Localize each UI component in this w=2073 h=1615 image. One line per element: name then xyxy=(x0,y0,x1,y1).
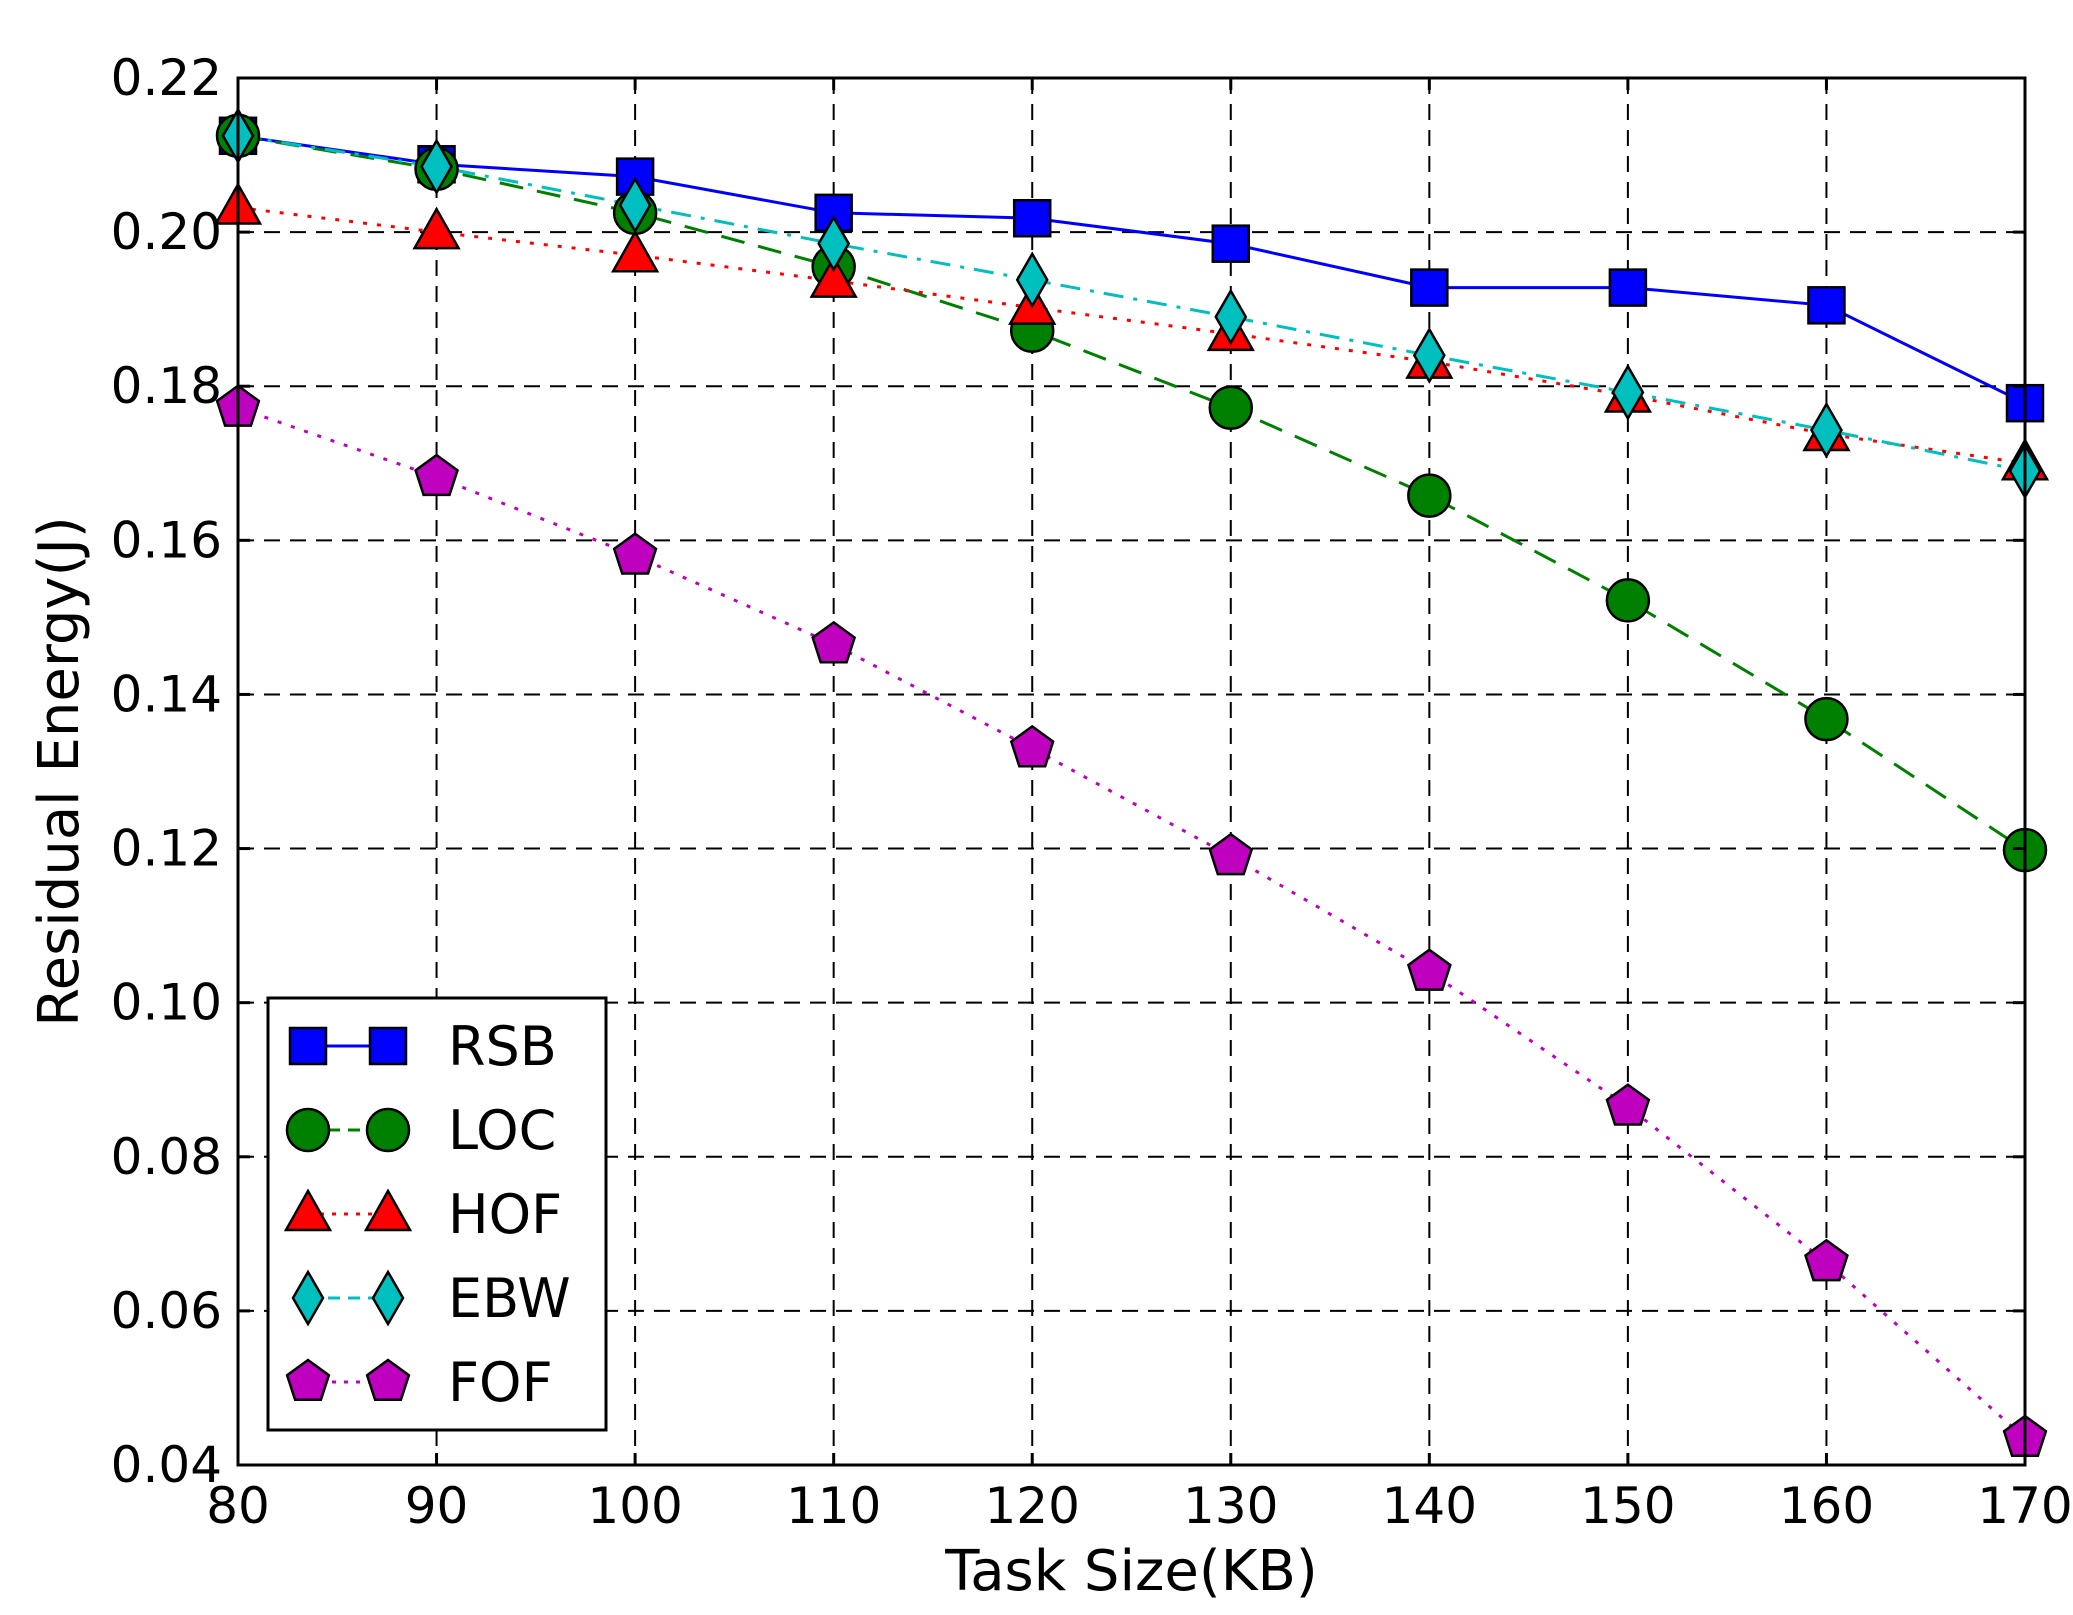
legend-marker-rsb xyxy=(368,1026,408,1066)
legend-label-ebw: EBW xyxy=(448,1267,571,1330)
data-point-ebw xyxy=(1214,288,1248,346)
x-tick-label: 100 xyxy=(587,1477,682,1535)
x-tick-label: 90 xyxy=(405,1477,469,1535)
x-axis-title: Task Size(KB) xyxy=(944,1539,1317,1604)
x-tick-label: 120 xyxy=(985,1477,1080,1535)
data-point-rsb xyxy=(1410,268,1449,307)
legend-marker-loc xyxy=(365,1107,411,1153)
y-tick-label: 0.08 xyxy=(111,1128,222,1186)
data-point-ebw xyxy=(1810,401,1843,459)
series-line-loc xyxy=(237,134,2026,852)
y-tick-label: 0.14 xyxy=(111,665,222,723)
data-point-rsb xyxy=(1211,224,1251,263)
legend-marker-ebw xyxy=(291,1269,325,1327)
legend-label-rsb: RSB xyxy=(448,1015,557,1078)
data-point-fof xyxy=(1605,1083,1651,1126)
y-tick-label: 0.22 xyxy=(111,49,222,107)
legend-marker-loc xyxy=(285,1107,331,1153)
data-point-fof xyxy=(1406,948,1452,991)
data-point-ebw xyxy=(618,176,652,234)
data-point-hof xyxy=(809,255,858,298)
data-point-loc xyxy=(1208,385,1254,431)
data-point-hof xyxy=(412,206,461,250)
data-point-fof xyxy=(414,453,459,497)
data-point-hof xyxy=(610,229,660,273)
legend-label-fof: FOF xyxy=(448,1351,553,1414)
legend-marker-fof xyxy=(365,1358,411,1402)
series-markers xyxy=(213,107,2050,1458)
data-point-rsb xyxy=(1807,286,1846,325)
legend-marker-hof xyxy=(283,1188,333,1232)
y-tick-label: 0.10 xyxy=(111,974,222,1032)
data-point-fof xyxy=(1009,724,1055,768)
data-point-fof xyxy=(1804,1238,1849,1282)
series-line-rsb xyxy=(237,134,2026,405)
y-tick-label: 0.06 xyxy=(111,1282,222,1340)
data-point-fof xyxy=(811,620,857,664)
data-point-loc xyxy=(1407,473,1452,518)
axis-ticks xyxy=(236,76,2027,1467)
legend-box xyxy=(266,996,608,1432)
x-tick-label: 140 xyxy=(1382,1477,1477,1535)
x-tick-label: 80 xyxy=(206,1477,270,1535)
series-line-ebw xyxy=(237,134,2026,473)
plot-frame xyxy=(236,76,2027,1467)
legend: RSB LOC HOF EBW FOF xyxy=(266,996,608,1432)
legend-marker-fof xyxy=(285,1358,331,1402)
y-tick-label: 0.04 xyxy=(111,1436,222,1494)
x-tick-label: 170 xyxy=(1977,1477,2072,1535)
series-lines xyxy=(237,134,2026,1440)
x-tick-label: 110 xyxy=(786,1477,881,1535)
data-point-rsb xyxy=(1608,268,1648,307)
data-point-ebw xyxy=(817,215,851,273)
data-point-ebw xyxy=(1611,363,1645,421)
y-axis-title: Residual Energy(J) xyxy=(27,516,92,1027)
legend-marker-rsb xyxy=(288,1026,328,1066)
legend-label-hof: HOF xyxy=(448,1183,562,1246)
tick-labels: 80 90 100 110 120 130 140 150 160 170 0.04 0.06 0.08… xyxy=(111,49,2073,1535)
y-tick-label: 0.12 xyxy=(111,820,222,878)
grid-lines xyxy=(237,77,2026,1466)
x-tick-label: 160 xyxy=(1779,1477,1874,1535)
data-point-ebw xyxy=(1015,251,1049,309)
legend-marker-hof xyxy=(363,1188,413,1232)
y-tick-label: 0.20 xyxy=(111,203,222,261)
legend-marker-ebw xyxy=(371,1269,405,1327)
data-point-ebw xyxy=(420,138,453,196)
data-point-ebw xyxy=(1412,326,1446,384)
y-tick-label: 0.18 xyxy=(111,357,222,415)
data-point-fof xyxy=(612,532,658,575)
x-tick-label: 150 xyxy=(1580,1477,1675,1535)
x-tick-label: 130 xyxy=(1183,1477,1278,1535)
y-tick-label: 0.16 xyxy=(111,511,222,569)
data-point-rsb xyxy=(1012,198,1052,238)
data-point-loc xyxy=(1605,578,1651,623)
data-point-fof xyxy=(1208,832,1254,876)
legend-label-loc: LOC xyxy=(448,1099,556,1162)
data-point-loc xyxy=(1804,696,1849,742)
